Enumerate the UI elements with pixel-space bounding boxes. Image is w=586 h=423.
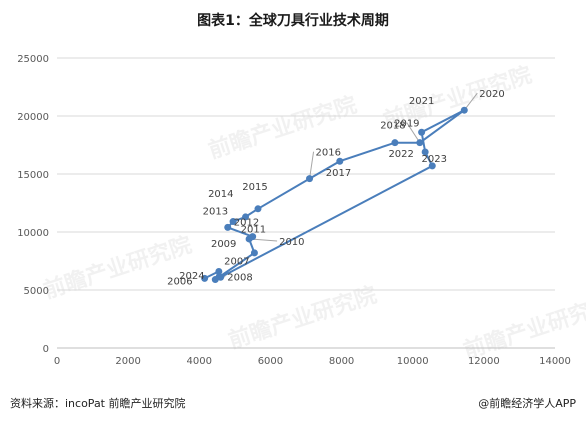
grid-lines — [57, 57, 555, 349]
y-tick-label: 15000 — [17, 170, 49, 181]
data-label: 2021 — [409, 96, 434, 107]
data-point — [217, 273, 225, 281]
data-label: 2009 — [211, 239, 236, 250]
data-point — [242, 213, 250, 221]
data-point — [336, 157, 344, 165]
data-point — [391, 139, 399, 147]
brand-note: @前瞻经济学人APP — [478, 397, 576, 410]
footer: 资料来源：incoPat 前瞻产业研究院 @前瞻经济学人APP — [10, 395, 576, 413]
data-point — [249, 233, 257, 241]
x-axis-ticks: 0 2000 4000 6000 8000 10000 12000 14000 — [54, 356, 571, 367]
data-label: 2023 — [422, 154, 447, 165]
data-point — [211, 276, 219, 284]
chart-title: 图表1：全球刀具行业技术周期 — [197, 13, 389, 29]
data-label: 2007 — [224, 256, 249, 267]
y-axis-ticks: 0 5000 10000 15000 20000 25000 — [17, 54, 49, 355]
x-tick-label: 6000 — [258, 356, 283, 367]
data-point — [254, 205, 262, 213]
data-label: 2006 — [167, 276, 192, 287]
series-line — [204, 109, 465, 283]
data-point — [229, 218, 237, 226]
data-point — [201, 274, 209, 282]
x-tick-label: 2000 — [115, 356, 140, 367]
data-label: 2016 — [316, 148, 341, 159]
y-tick-label: 5000 — [24, 286, 49, 297]
data-point — [428, 162, 436, 170]
data-label: 2017 — [326, 168, 351, 179]
x-tick-label: 14000 — [539, 356, 571, 367]
data-points — [201, 106, 468, 284]
data-label: 2010 — [279, 237, 304, 248]
data-point — [215, 267, 223, 275]
y-tick-label: 10000 — [17, 228, 49, 239]
leader-line — [309, 151, 315, 179]
data-label: 2014 — [208, 189, 233, 200]
data-label: 2024 — [179, 271, 204, 282]
data-point — [224, 223, 232, 231]
data-point — [421, 148, 429, 156]
x-tick-label: 8000 — [329, 356, 354, 367]
data-label: 2018 — [380, 121, 405, 132]
data-label: 2008 — [227, 273, 252, 284]
data-label: 2013 — [203, 207, 228, 218]
data-label: 2022 — [388, 149, 413, 160]
data-point — [306, 175, 314, 183]
source-note: 资料来源：incoPat 前瞻产业研究院 — [10, 397, 186, 410]
x-tick-label: 4000 — [187, 356, 212, 367]
data-label: 2020 — [479, 89, 504, 100]
x-tick-label: 10000 — [397, 356, 429, 367]
x-tick-label: 0 — [54, 356, 60, 367]
leader-line — [463, 92, 478, 111]
y-tick-label: 20000 — [17, 112, 49, 123]
data-point — [418, 128, 426, 136]
y-tick-label: 25000 — [17, 54, 49, 65]
data-label: 2011 — [241, 225, 266, 236]
leader-line — [406, 122, 421, 143]
data-point — [250, 249, 258, 257]
x-tick-label: 12000 — [468, 356, 500, 367]
data-point — [416, 139, 424, 147]
data-label: 2015 — [242, 182, 267, 193]
data-point — [460, 106, 468, 114]
data-label: 2012 — [234, 217, 259, 228]
y-tick-label: 0 — [43, 344, 49, 355]
data-label: 2019 — [394, 119, 419, 130]
